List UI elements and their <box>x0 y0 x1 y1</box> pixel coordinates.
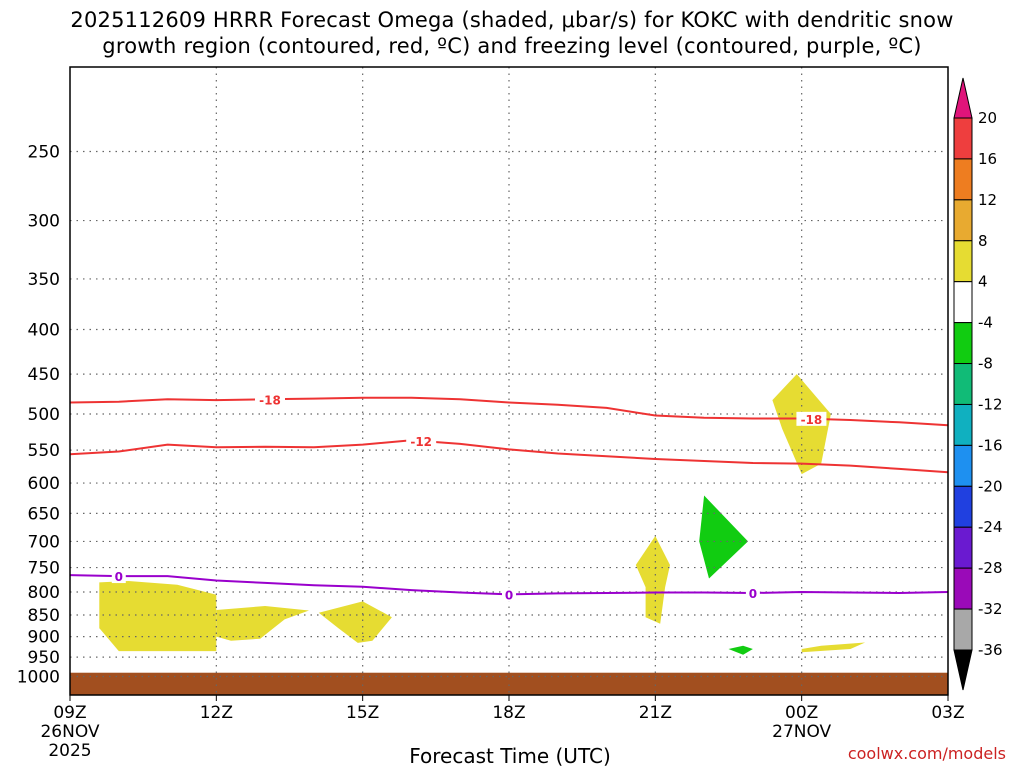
contour-label: 0 <box>115 570 123 584</box>
y-tick-label: 500 <box>28 405 60 425</box>
y-tick-label: 250 <box>28 143 60 163</box>
contour-label: -18 <box>801 413 823 427</box>
y-tick-label: 300 <box>28 212 60 232</box>
colorbar-tick-label: -12 <box>978 395 1003 413</box>
y-tick-label: 1000 <box>17 668 60 688</box>
colorbar-tick-label: -36 <box>978 641 1003 659</box>
x-tick-year: 2025 <box>48 741 91 761</box>
colorbar-bottom-arrow <box>953 649 973 691</box>
colorbar-bin <box>953 199 973 242</box>
colorbar-bin <box>953 567 973 610</box>
colorbar-tick-label: 16 <box>978 150 997 168</box>
contour--18: -18 -18 <box>69 392 949 427</box>
x-tick-label: 15Z <box>346 703 379 723</box>
contour-line <box>69 439 949 474</box>
x-tick-label: 18Z <box>492 703 525 723</box>
omega-region-1 <box>99 581 217 652</box>
colorbar-tick-label: -8 <box>978 355 993 373</box>
contour-label-bg <box>254 392 285 407</box>
y-tick-label: 350 <box>28 270 60 290</box>
contour-label-bg <box>502 587 516 602</box>
x-tick-label: 09Z <box>53 703 86 723</box>
omega-region-3 <box>318 601 392 643</box>
y-tick-label: 700 <box>28 532 60 552</box>
y-tick-label: 800 <box>28 583 60 603</box>
colorbar-tick-label: 8 <box>978 232 988 250</box>
contour-label: -18 <box>259 393 281 407</box>
colorbar-tick-label: 12 <box>978 191 997 209</box>
colorbar-tick-label: -16 <box>978 436 1003 454</box>
colorbar-tick-label: -32 <box>978 600 1003 618</box>
colorbar-bin <box>953 322 973 365</box>
x-tick-label: 12Z <box>200 703 233 723</box>
contour-label-bg <box>406 434 437 449</box>
chart-title-line-1: 2025112609 HRRR Forecast Omega (shaded, … <box>70 8 954 32</box>
y-tick-label: 550 <box>28 441 60 461</box>
colorbar-bin <box>953 117 973 160</box>
colorbar-tick-label: 20 <box>978 109 997 127</box>
y-tick-label: 650 <box>28 504 60 524</box>
contour-label: 0 <box>505 588 513 602</box>
y-tick-label: 850 <box>28 606 60 626</box>
colorbar-tick-label: -28 <box>978 559 1003 577</box>
credit-text: coolwx.com/models <box>847 744 1006 763</box>
y-tick-label: 600 <box>28 474 60 494</box>
contour-label-bg <box>111 569 126 584</box>
y-tick-label: 400 <box>28 321 60 341</box>
colorbar-bin <box>953 444 973 487</box>
colorbar-bin <box>953 485 973 528</box>
contour--12: -12 <box>69 434 949 474</box>
y-tick-label: 900 <box>28 628 60 648</box>
colorbar-bin <box>953 158 973 201</box>
x-tick-label: 21Z <box>639 703 672 723</box>
colorbar-tick-label: 4 <box>978 273 988 291</box>
colorbar-bin <box>953 240 973 283</box>
omega-shading <box>99 374 866 655</box>
contour-label: -12 <box>410 435 432 449</box>
contour-label-bg <box>745 585 760 600</box>
colorbar-bin <box>953 403 973 446</box>
contour-label: 0 <box>749 587 757 601</box>
contour-label-bg <box>796 411 827 426</box>
colorbar-bin <box>953 608 973 651</box>
chart-title-line-2: growth region (contoured, red, ºC) and f… <box>102 34 922 58</box>
omega-region-8 <box>728 645 753 655</box>
colorbar-top-arrow <box>953 77 973 119</box>
omega-region-2 <box>216 606 309 641</box>
omega-region-4 <box>635 536 670 624</box>
y-tick-label: 950 <box>28 648 60 668</box>
colorbar-tick-label: -4 <box>978 314 993 332</box>
omega-region-7 <box>699 495 748 579</box>
colorbar-bin <box>953 363 973 405</box>
colorbar-tick-label: -24 <box>978 518 1003 536</box>
colorbar-tick-label: -20 <box>978 477 1003 495</box>
omega-region-6 <box>801 642 866 653</box>
x-tick-date: 27NOV <box>772 722 831 742</box>
x-axis-label: Forecast Time (UTC) <box>409 744 611 768</box>
y-tick-label: 450 <box>28 365 60 385</box>
x-tick-label: 03Z <box>931 703 964 723</box>
ground-surface <box>70 672 948 695</box>
colorbar-bin <box>953 526 973 569</box>
y-tick-label: 750 <box>28 559 60 579</box>
x-tick-label: 00Z <box>785 703 818 723</box>
contour-0: 0 0 0 <box>69 569 949 602</box>
colorbar-bin <box>953 281 973 324</box>
x-tick-date: 26NOV <box>40 722 99 742</box>
grid <box>70 67 948 695</box>
